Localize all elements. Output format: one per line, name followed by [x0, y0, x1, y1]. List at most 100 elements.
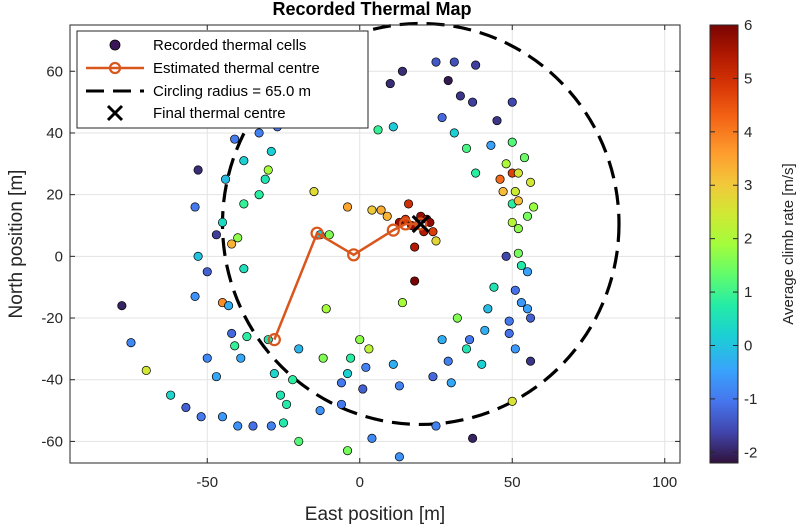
thermal-cell-point [315, 406, 325, 416]
thermal-cell-point [513, 168, 523, 178]
colorbar-gradient [709, 24, 739, 464]
x-tick-label: 50 [504, 474, 521, 491]
x-tick-label: 100 [652, 474, 677, 491]
thermal-cell-point [437, 335, 447, 345]
colorbar-label: Average climb rate [m/s] [780, 163, 797, 324]
thermal-cell-point [394, 381, 404, 391]
thermal-cell-point [468, 97, 478, 107]
thermal-cell-point [236, 353, 246, 363]
final-centre-layer [411, 214, 430, 234]
thermal-cell-point [513, 224, 523, 234]
thermal-cells-layer [117, 57, 539, 462]
thermal-cell-point [202, 267, 212, 277]
y-axis-label: North position [m] [6, 170, 27, 319]
thermal-cell-point [190, 202, 200, 212]
plot-frame [69, 24, 681, 464]
grid [70, 25, 680, 463]
thermal-cell-point [233, 421, 243, 431]
thermal-cell-point [376, 205, 386, 215]
thermal-cell-point [388, 122, 398, 132]
thermal-cell-point [516, 261, 526, 271]
thermal-cell-point [431, 57, 441, 67]
thermal-cell-point [525, 313, 536, 323]
x-tick-label: 0 [356, 474, 364, 491]
thermal-cell-point [239, 156, 249, 166]
thermal-cell-point [507, 217, 517, 227]
thermal-cell-point [382, 211, 392, 221]
thermal-cell-point [480, 325, 490, 335]
colorbar-tick-label: 2 [744, 231, 752, 248]
thermal-cell-point [516, 298, 526, 308]
colorbar-tick-label: -1 [744, 391, 757, 408]
estimated-centre-marker [267, 333, 281, 347]
thermal-cell-point [221, 174, 231, 184]
thermal-cell-point [361, 362, 371, 372]
thermal-cell-point [443, 75, 453, 86]
thermal-cell-point [242, 331, 252, 342]
y-tick-label: -40 [41, 372, 63, 389]
legend-entry-final-centre: Final thermal centre [106, 104, 286, 122]
thermal-cell-point [504, 316, 514, 326]
thermal-cell-point [193, 165, 203, 175]
thermal-cell-point [522, 304, 533, 314]
thermal-cell-point [233, 233, 243, 243]
legend-box [76, 30, 369, 129]
thermal-cell-point [263, 165, 273, 175]
thermal-cell-point [202, 353, 212, 363]
thermal-cell-point [254, 190, 264, 200]
x-axis-label: East position [m] [305, 504, 445, 525]
y-tick-label: 40 [46, 125, 63, 142]
thermal-cell-point [336, 399, 346, 409]
thermal-cell-point [281, 399, 292, 409]
thermal-cell-point [367, 205, 377, 215]
colorbar-tick-label: 1 [744, 284, 752, 301]
thermal-cell-point [248, 421, 258, 431]
thermal-cell-point [266, 146, 276, 157]
y-tick-label: 60 [46, 63, 63, 80]
thermal-cell-point [492, 116, 502, 126]
thermal-cell-point [294, 344, 304, 354]
thermal-cell-point [342, 202, 353, 212]
thermal-cell-point [260, 174, 270, 184]
estimated-centre-marker [414, 217, 428, 231]
thermal-cell-point [336, 378, 346, 388]
colorbar-tick-label: 5 [744, 70, 752, 87]
thermal-cell-point [254, 128, 264, 138]
thermal-cell-point [141, 365, 151, 376]
thermal-cell-point [486, 140, 496, 150]
thermal-cell-point [455, 91, 465, 101]
thermal-cell-point [431, 421, 441, 431]
thermal-cell-point [471, 60, 481, 70]
thermal-cell-point [227, 328, 237, 339]
thermal-cell-point [443, 356, 453, 366]
colorbar-ticks: -2 -1 0 1 2 3 4 5 6 [710, 17, 757, 461]
thermal-cell-point [525, 177, 536, 187]
thermal-cell-point [452, 313, 462, 323]
thermal-cell-point [498, 187, 508, 197]
legend-label-thermal-cells: Recorded thermal cells [153, 37, 306, 54]
thermal-cell-point [230, 134, 240, 144]
estimated-centre-marker [310, 226, 324, 240]
colorbar-tick-label: -2 [744, 444, 757, 461]
thermal-cell-point [437, 112, 447, 123]
thermal-cell-point [428, 372, 438, 382]
thermal-cell-point [355, 335, 365, 345]
estimated-centre-marker [398, 217, 413, 231]
x-tick-label: -50 [196, 474, 218, 491]
centre-path-layer [267, 217, 428, 347]
legend-entry-circling-radius: Circling radius = 65.0 m [86, 83, 311, 100]
thermal-cell-point [501, 251, 511, 261]
thermal-cell-point [126, 338, 136, 348]
legend-label-final-centre: Final thermal centre [153, 105, 286, 122]
colorbar-tick-label: 4 [744, 124, 752, 141]
thermal-cell-point [510, 344, 520, 354]
thermal-cell-point [529, 202, 539, 212]
thermal-cell-point [403, 199, 414, 209]
estimated-centre-line [273, 222, 421, 341]
thermal-cell-point [193, 251, 203, 261]
thermal-cell-point [501, 159, 511, 169]
thermal-cell-point [464, 335, 475, 345]
thermal-cell-point [117, 301, 127, 311]
legend-marker-estimated-centre [108, 61, 122, 75]
